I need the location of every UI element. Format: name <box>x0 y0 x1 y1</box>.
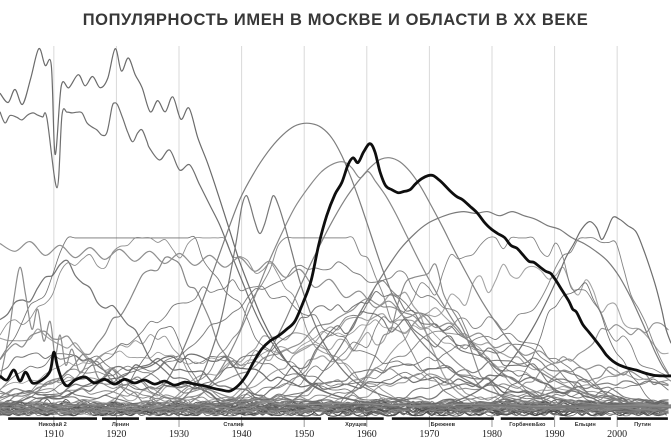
background-line <box>0 313 669 414</box>
era-bar <box>145 417 322 420</box>
decade-label: 1910 <box>44 429 64 440</box>
era-label: Хрущев <box>345 422 367 428</box>
series-line-s9 <box>0 266 671 408</box>
era-bar <box>391 417 494 420</box>
background-line <box>0 259 669 408</box>
series-line-s5 <box>224 157 671 407</box>
decade-label: 1990 <box>545 429 565 440</box>
era-bar <box>8 417 98 420</box>
decade-label: 1940 <box>232 429 252 440</box>
background-line <box>0 290 669 406</box>
era-label: Сталин <box>223 422 243 428</box>
series-line-s4 <box>189 161 671 408</box>
era-label: Горбачев&ко <box>509 421 546 428</box>
decade-label: 1950 <box>294 429 314 440</box>
series-line-s7 <box>429 216 671 410</box>
era-label: Брежнев <box>431 422 456 428</box>
background-line <box>0 388 669 411</box>
decade-label: 1970 <box>419 429 439 440</box>
era-bar <box>102 417 139 420</box>
background-line <box>0 279 669 411</box>
era-bar <box>327 417 384 420</box>
background-line <box>0 235 669 406</box>
background-line <box>0 261 669 414</box>
background-line <box>0 330 669 415</box>
series-line-s8 <box>0 241 671 382</box>
decade-label: 1960 <box>357 429 377 440</box>
era-bar <box>559 417 611 420</box>
chart-title: ПОПУЛЯРНОСТЬ ИМЕН В МОСКВЕ И ОБЛАСТИ В X… <box>82 11 589 29</box>
highlighted-series-line <box>0 142 671 393</box>
background-line <box>0 282 669 411</box>
era-label: Ельцин <box>575 422 596 428</box>
series-line-s6 <box>279 210 671 408</box>
background-line <box>0 311 669 417</box>
decade-label: 2000 <box>607 429 627 440</box>
series-line-s10 <box>169 194 671 409</box>
background-line <box>0 237 669 409</box>
background-line <box>0 263 669 410</box>
era-label: Путин <box>634 422 651 428</box>
era-bar <box>617 417 668 420</box>
era-label: Ленин <box>112 422 129 428</box>
era-label: Николай 2 <box>38 421 66 428</box>
background-line <box>0 236 669 411</box>
era-bar <box>500 417 554 420</box>
decade-label: 1930 <box>169 429 189 440</box>
decade-label: 1980 <box>482 429 502 440</box>
decade-label: 1920 <box>106 429 126 440</box>
series-line-s2 <box>0 102 671 408</box>
background-line <box>0 322 669 415</box>
